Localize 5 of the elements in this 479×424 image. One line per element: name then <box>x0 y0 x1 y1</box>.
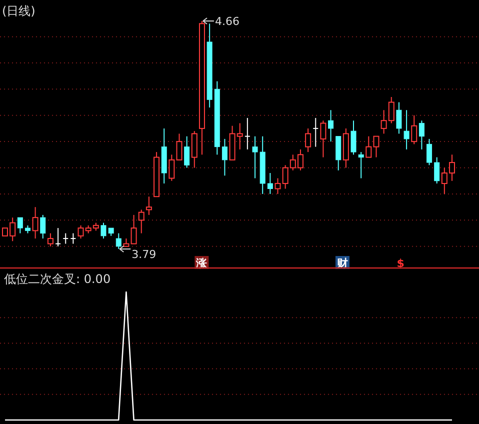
annotation: 4.66 <box>214 15 240 28</box>
text: $ <box>396 257 404 270</box>
chart-title: 低位二次金叉: 0.00 <box>4 272 111 286</box>
chart-title: (日线) <box>2 4 36 18</box>
annotation: 3.79 <box>132 248 156 261</box>
